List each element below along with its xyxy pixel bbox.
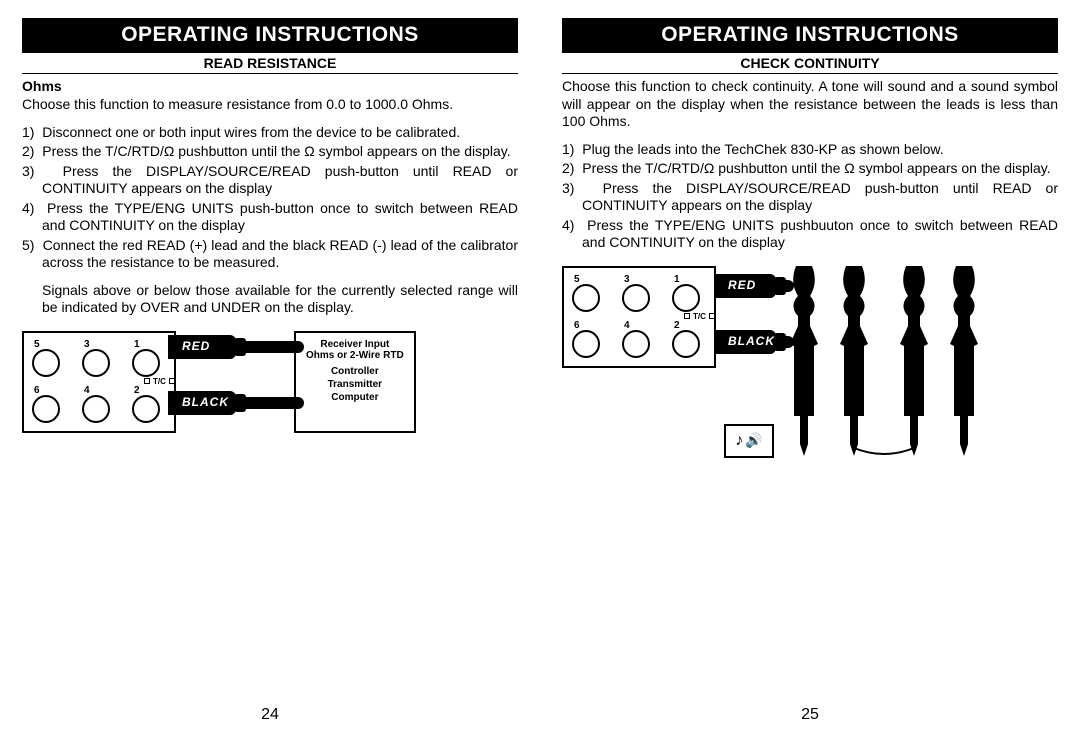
steps-list: 1) Plug the leads into the TechChek 830-… (562, 141, 1058, 252)
step-item: 3) Press the DISPLAY/SOURCE/READ push-bu… (562, 180, 1058, 215)
step-text: 1) Plug the leads into the TechChek 830-… (562, 141, 944, 157)
step-text: 4) Press the TYPE/ENG UNITS pushbuuton o… (562, 217, 1058, 251)
note-text: Signals above or below those available f… (22, 282, 518, 317)
probe-connection (852, 446, 916, 460)
jack-4: 4 (622, 322, 656, 358)
sub-heading: Ohms (22, 78, 518, 94)
step-text: 3) Press the DISPLAY/SOURCE/READ push-bu… (562, 180, 1058, 214)
divider (562, 73, 1058, 74)
page-header: OPERATING INSTRUCTIONS (22, 18, 518, 53)
figure-read-resistance: 5 3 1 T/C 6 4 2 (22, 331, 518, 433)
step-item: 4) Press the TYPE/ENG UNITS pushbuuton o… (562, 217, 1058, 252)
tc-marks: T/C (144, 377, 175, 386)
probe-icon (944, 266, 984, 456)
step-item: 5) Connect the red READ (+) lead and the… (22, 237, 518, 272)
tc-marks: T/C (684, 312, 715, 321)
page-number: 25 (540, 706, 1080, 724)
receiver-line: Controller (306, 365, 404, 378)
jack-1: 1 (132, 341, 166, 377)
jack-2: 2 (672, 322, 706, 358)
page-header: OPERATING INSTRUCTIONS (562, 18, 1058, 53)
jack-5: 5 (32, 341, 66, 377)
figure-continuity: 5 3 1 T/C 6 4 2 (562, 266, 1058, 466)
step-text: 3) Press the DISPLAY/SOURCE/READ push-bu… (22, 163, 518, 197)
step-text: 2) Press the T/C/RTD/Ω pushbutton until … (562, 160, 1051, 176)
jack-6: 6 (32, 387, 66, 423)
sound-symbol-box: ♪ 🔊 (724, 424, 774, 458)
music-note-icon: ♪ (735, 431, 743, 451)
receiver-line: Computer (306, 391, 404, 404)
jack-panel: 5 3 1 T/C 6 4 2 (562, 266, 716, 368)
step-item: 4) Press the TYPE/ENG UNITS push-button … (22, 200, 518, 235)
probes-area: ♪ 🔊 (734, 266, 994, 466)
probe-icon (834, 266, 874, 456)
plug-red: RED (174, 331, 274, 367)
divider (22, 73, 518, 74)
step-item: 2) Press the T/C/RTD/Ω pushbutton until … (562, 160, 1058, 178)
jack-6: 6 (572, 322, 606, 358)
step-item: 1) Plug the leads into the TechChek 830-… (562, 141, 1058, 159)
page-right: OPERATING INSTRUCTIONS CHECK CONTINUITY … (540, 0, 1080, 742)
receiver-line: Receiver Input (306, 339, 404, 350)
receiver-line: Ohms or 2-Wire RTD (306, 350, 404, 361)
jack-panel: 5 3 1 T/C 6 4 2 (22, 331, 176, 433)
jack-4: 4 (82, 387, 116, 423)
plug-stack: RED BLACK (174, 331, 274, 433)
jack-3: 3 (82, 341, 116, 377)
steps-list: 1) Disconnect one or both input wires fr… (22, 124, 518, 272)
intro-text: Choose this function to check continuity… (562, 78, 1058, 131)
page-number: 24 (0, 706, 540, 724)
step-text: 4) Press the TYPE/ENG UNITS push-button … (22, 200, 518, 234)
step-text: 2) Press the T/C/RTD/Ω pushbutton until … (22, 143, 511, 159)
jack-1: 1 (672, 276, 706, 312)
step-item: 2) Press the T/C/RTD/Ω pushbutton until … (22, 143, 518, 161)
plug-black: BLACK (174, 387, 274, 423)
step-text: 5) Connect the red READ (+) lead and the… (22, 237, 518, 271)
probe-icon (784, 266, 824, 456)
jack-5: 5 (572, 276, 606, 312)
step-item: 3) Press the DISPLAY/SOURCE/READ push-bu… (22, 163, 518, 198)
receiver-box: Receiver Input Ohms or 2-Wire RTD Contro… (294, 331, 416, 433)
probe-icon (894, 266, 934, 456)
step-text: 1) Disconnect one or both input wires fr… (22, 124, 460, 140)
jack-2: 2 (132, 387, 166, 423)
section-title: CHECK CONTINUITY (562, 55, 1058, 71)
jack-3: 3 (622, 276, 656, 312)
step-item: 1) Disconnect one or both input wires fr… (22, 124, 518, 142)
page-left: OPERATING INSTRUCTIONS READ RESISTANCE O… (0, 0, 540, 742)
section-title: READ RESISTANCE (22, 55, 518, 71)
intro-text: Choose this function to measure resistan… (22, 96, 518, 114)
speaker-icon: 🔊 (745, 432, 762, 449)
receiver-line: Transmitter (306, 378, 404, 391)
